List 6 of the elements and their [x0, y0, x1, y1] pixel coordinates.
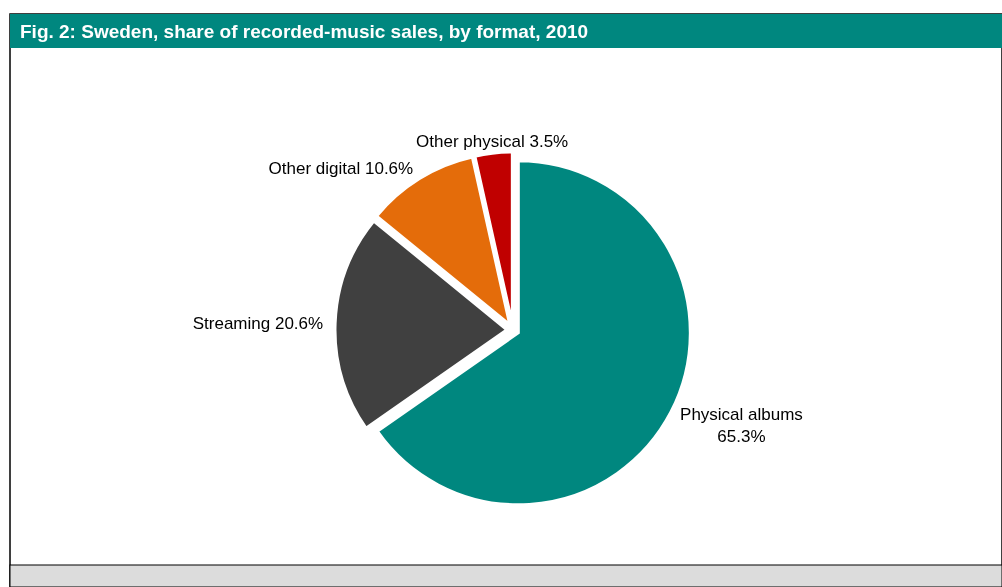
- slice-label: Streaming 20.6%: [192, 313, 324, 333]
- slice-label: Physical albums: [680, 404, 803, 424]
- slice-label: Other physical 3.5%: [416, 132, 569, 152]
- chart-title: Fig. 2: Sweden, share of recorded-music sales, by format, 2010: [20, 21, 589, 42]
- data-label: 65.3%: [717, 426, 766, 446]
- slice-label: Other digital 10.6%: [268, 159, 414, 179]
